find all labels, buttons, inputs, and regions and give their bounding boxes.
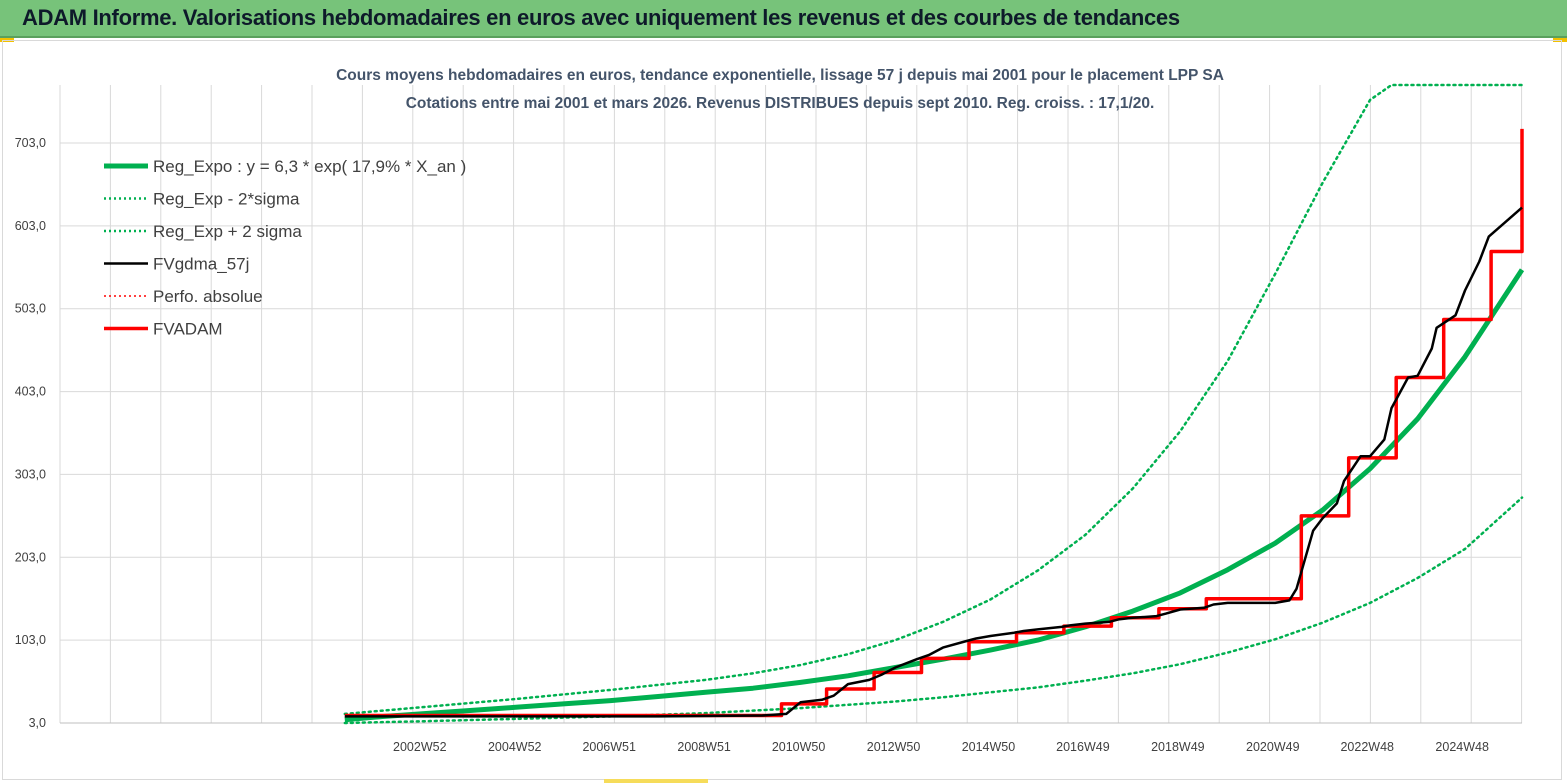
plot-area [343, 83, 1525, 725]
x-tick-label: 2002W52 [393, 740, 447, 754]
y-tick-label: 203,0 [15, 550, 46, 564]
y-tick-label: 503,0 [15, 302, 46, 316]
y-tick-label: 303,0 [15, 467, 46, 481]
header-banner: ADAM Informe. Valorisations hebdomadaire… [0, 0, 1567, 38]
x-tick-label: 2010W50 [772, 740, 826, 754]
x-tick-label: 2006W51 [582, 740, 636, 754]
y-tick-label: 103,0 [15, 633, 46, 647]
x-tick-label: 2020W49 [1246, 740, 1300, 754]
chart-frame [2, 40, 1562, 780]
page-title: ADAM Informe. Valorisations hebdomadaire… [22, 5, 1180, 30]
y-tick-label: 3,0 [29, 716, 46, 730]
legend-label: FVADAM [153, 320, 223, 339]
x-tick-label: 2022W48 [1340, 740, 1394, 754]
legend-label: Reg_Exp + 2 sigma [153, 222, 302, 241]
chart-title: Cours moyens hebdomadaires en euros, ten… [336, 67, 1224, 84]
legend-label: Reg_Expo : y = 6,3 * exp( 17,9% * X_an ) [153, 157, 466, 176]
series-line [343, 83, 1524, 716]
legend-label: Reg_Exp - 2*sigma [153, 190, 300, 209]
x-tick-label: 2016W49 [1056, 740, 1110, 754]
legend-label: Perfo. absolue [153, 287, 263, 306]
y-axis: 3,0 103,0 203,0 303,0 403,0 503,0 603,0 703,0 [15, 136, 46, 730]
legend-label: FVgdma_57j [153, 255, 249, 274]
chart-subtitle: Cotations entre mai 2001 et mars 2026. R… [406, 95, 1155, 112]
series-line [343, 496, 1524, 725]
legend: Reg_Expo : y = 6,3 * exp( 17,9% * X_an )… [104, 157, 466, 339]
x-tick-label: 2024W48 [1435, 740, 1489, 754]
x-tick-label: 2018W49 [1151, 740, 1205, 754]
x-tick-label: 2012W50 [867, 740, 921, 754]
series-line [344, 128, 1524, 718]
bottom-strip [604, 779, 708, 783]
y-tick-label: 703,0 [15, 136, 46, 150]
x-tick-label: 2014W50 [962, 740, 1016, 754]
series-line [344, 206, 1523, 718]
chart-grid [59, 85, 1523, 724]
y-tick-label: 603,0 [15, 219, 46, 233]
y-tick-label: 403,0 [15, 385, 46, 399]
x-tick-label: 2008W51 [677, 740, 731, 754]
x-tick-label: 2004W52 [488, 740, 542, 754]
x-axis: 2002W52 2004W52 2006W51 2008W51 2010W50 2012W… [60, 722, 1522, 754]
